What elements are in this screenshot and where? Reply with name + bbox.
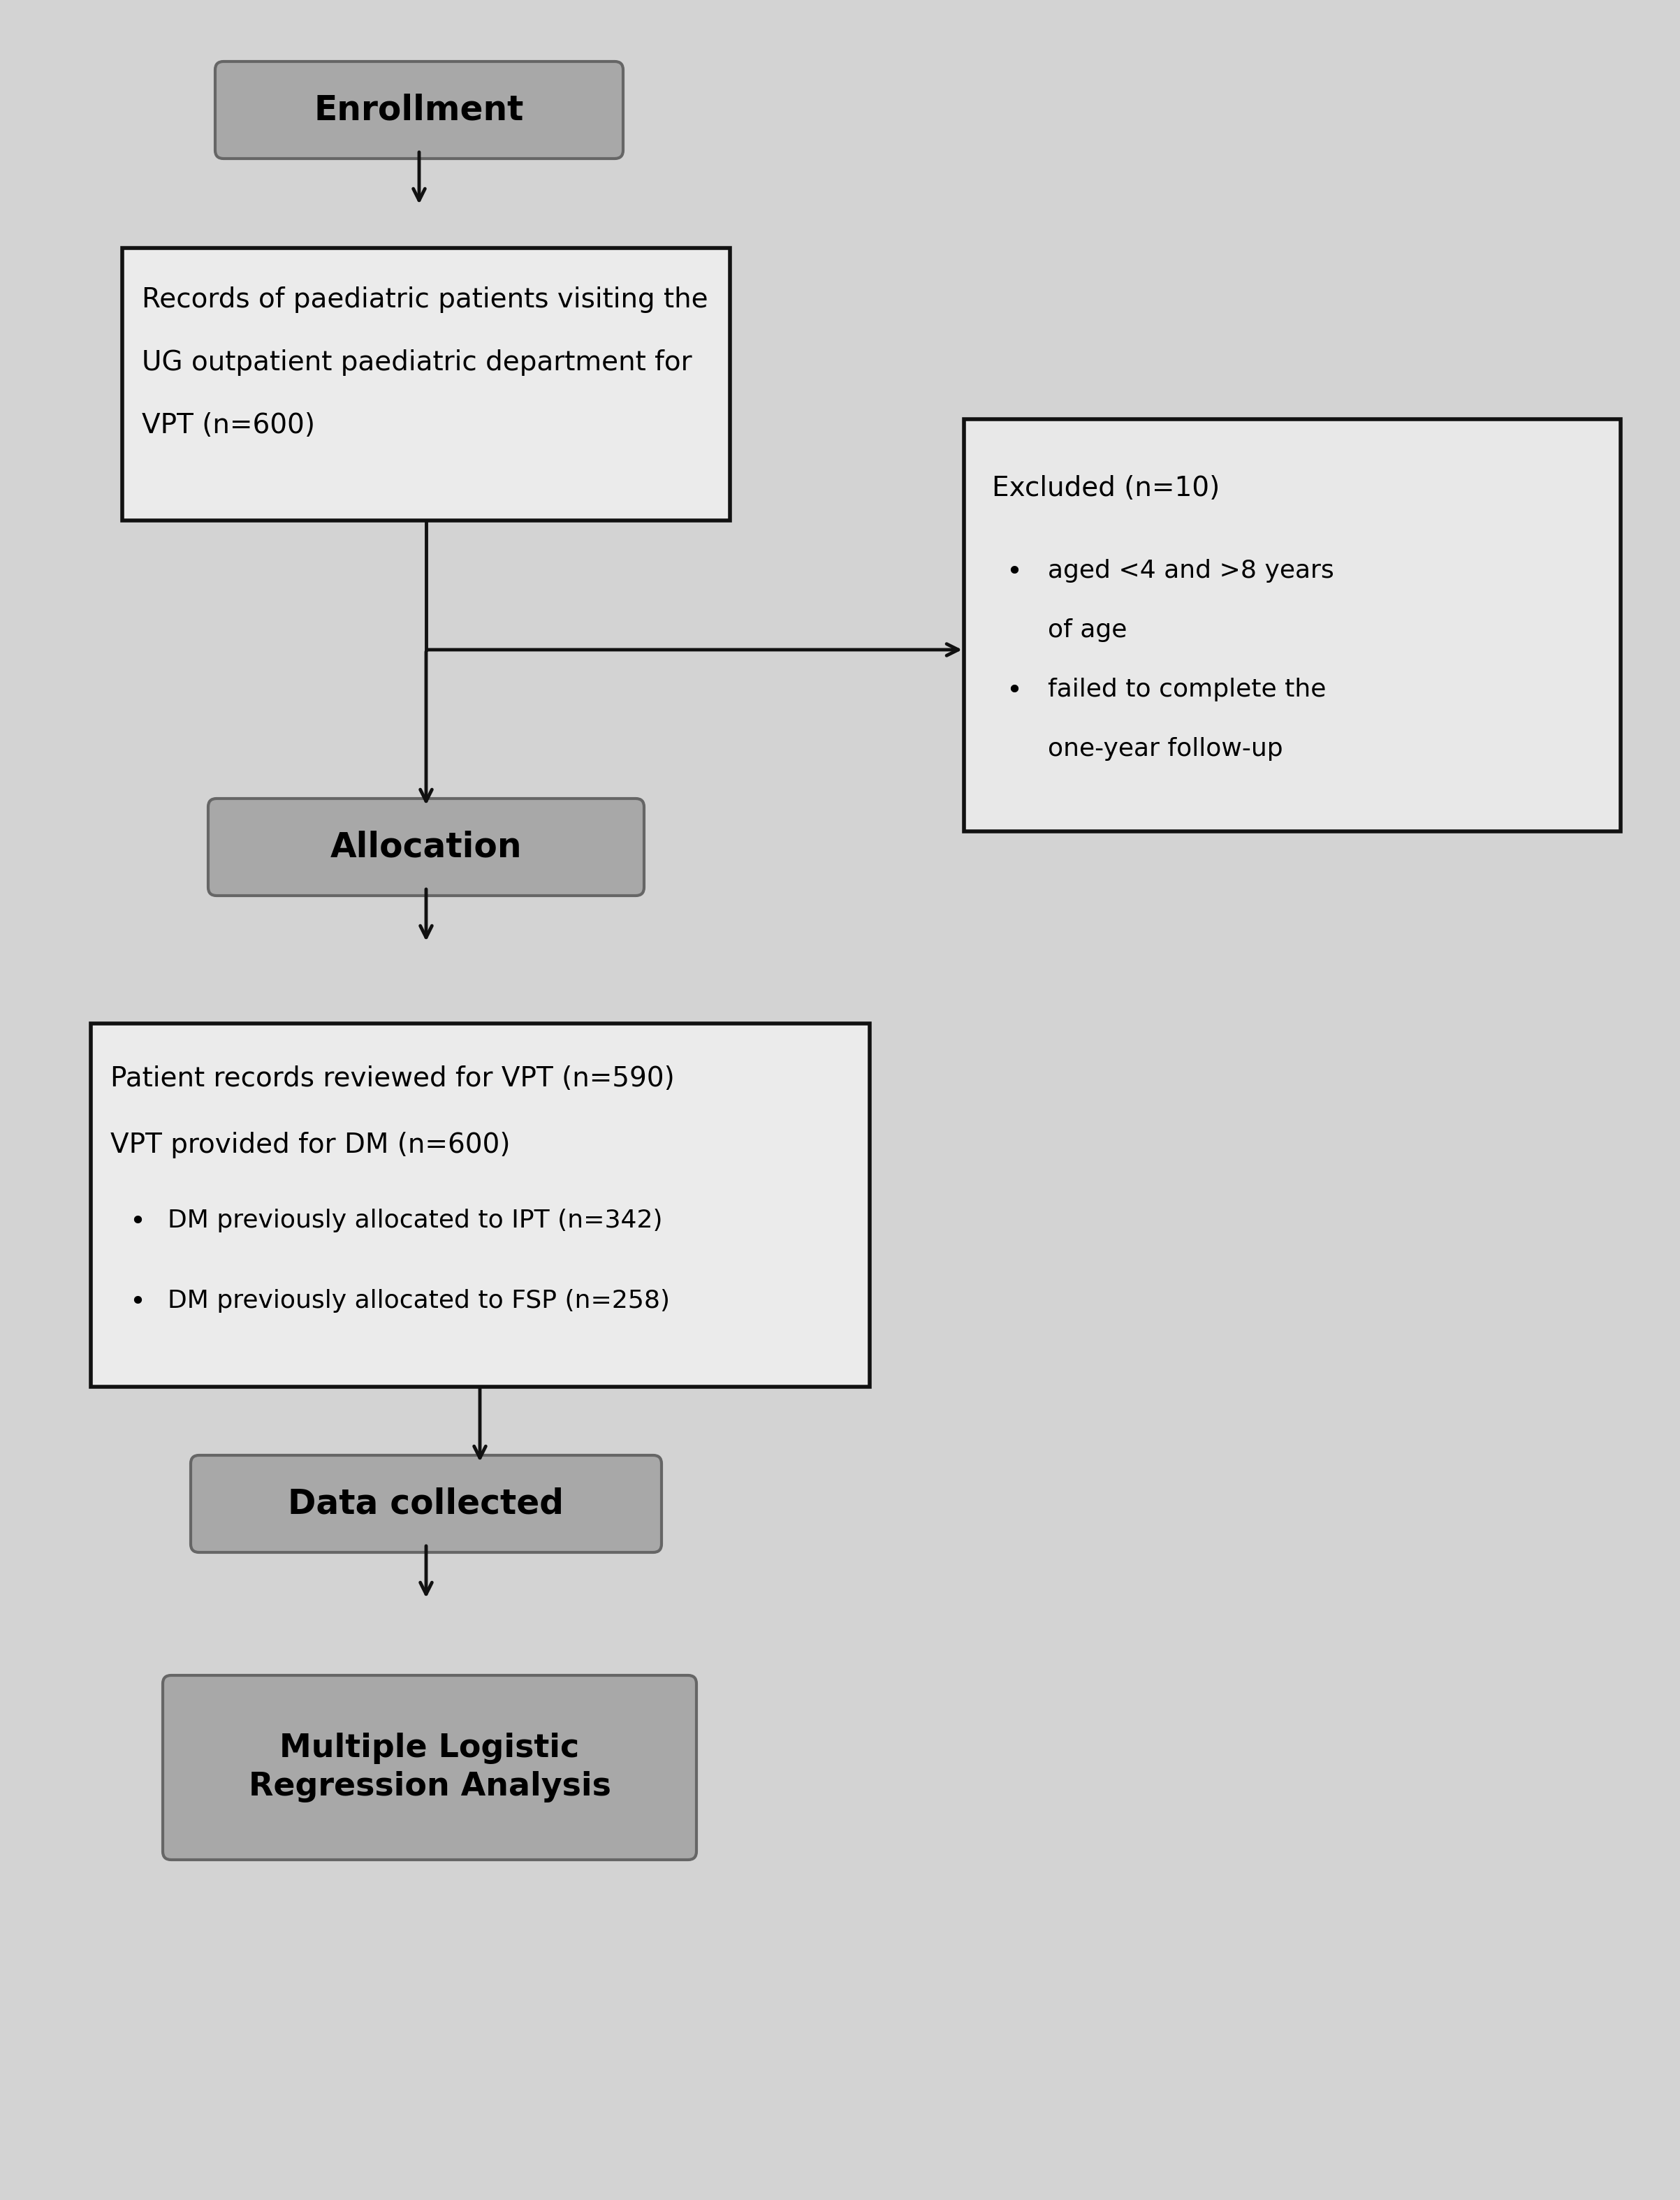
Text: •: •: [129, 1208, 144, 1234]
Text: aged <4 and >8 years: aged <4 and >8 years: [1048, 559, 1334, 583]
Text: failed to complete the: failed to complete the: [1048, 678, 1326, 702]
Text: Allocation: Allocation: [331, 829, 522, 865]
Text: Enrollment: Enrollment: [314, 92, 524, 128]
Text: of age: of age: [1048, 618, 1127, 642]
FancyBboxPatch shape: [215, 62, 623, 158]
Text: •: •: [1006, 559, 1021, 585]
Text: VPT provided for DM (n=600): VPT provided for DM (n=600): [111, 1131, 511, 1159]
Text: Multiple Logistic
Regression Analysis: Multiple Logistic Regression Analysis: [249, 1731, 612, 1802]
Text: UG outpatient paediatric department for: UG outpatient paediatric department for: [141, 350, 692, 376]
Text: DM previously allocated to FSP (n=258): DM previously allocated to FSP (n=258): [168, 1289, 670, 1313]
FancyBboxPatch shape: [192, 1454, 662, 1553]
FancyBboxPatch shape: [163, 1676, 697, 1859]
Text: VPT (n=600): VPT (n=600): [141, 411, 316, 438]
Text: Excluded (n=10): Excluded (n=10): [991, 475, 1220, 502]
FancyBboxPatch shape: [208, 799, 643, 895]
Text: Data collected: Data collected: [289, 1487, 564, 1520]
FancyBboxPatch shape: [91, 1023, 870, 1386]
Text: DM previously allocated to IPT (n=342): DM previously allocated to IPT (n=342): [168, 1208, 662, 1232]
Text: one-year follow-up: one-year follow-up: [1048, 737, 1284, 761]
FancyBboxPatch shape: [964, 420, 1621, 832]
Text: Patient records reviewed for VPT (n=590): Patient records reviewed for VPT (n=590): [111, 1065, 675, 1091]
Text: Records of paediatric patients visiting the: Records of paediatric patients visiting …: [141, 286, 707, 312]
Text: •: •: [129, 1289, 144, 1316]
FancyBboxPatch shape: [123, 249, 731, 521]
Text: •: •: [1006, 678, 1021, 704]
